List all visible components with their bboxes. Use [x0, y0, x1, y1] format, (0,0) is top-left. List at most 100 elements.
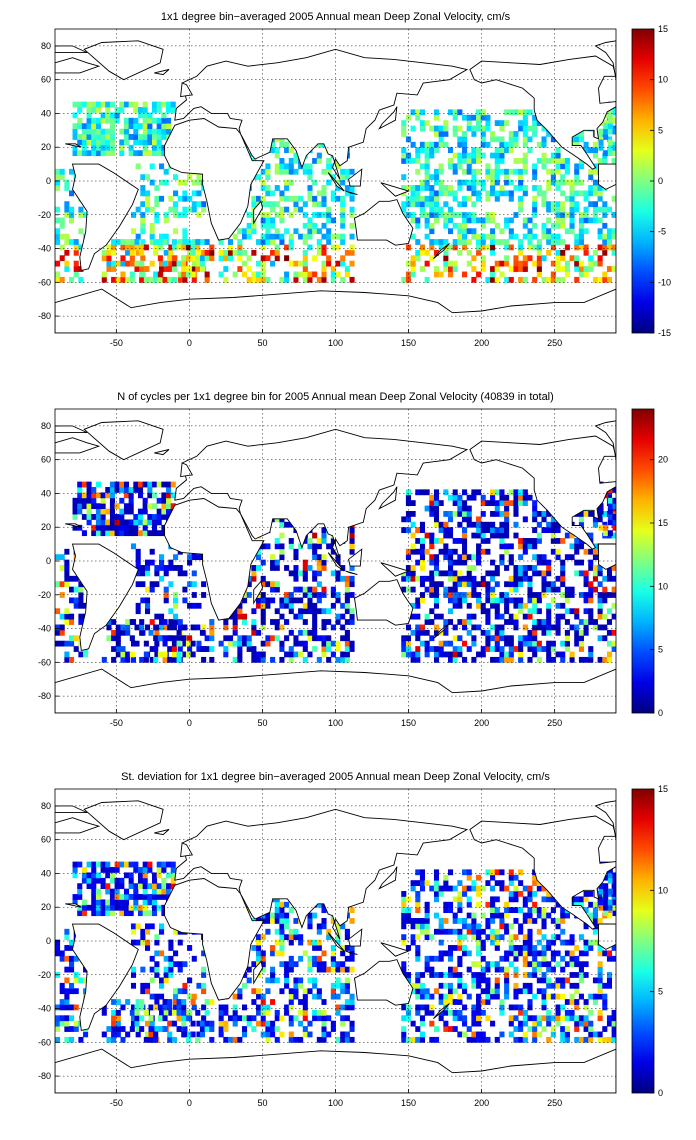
data-bin [508, 233, 514, 240]
data-bin [284, 521, 290, 528]
data-bin [270, 217, 276, 224]
data-bin [504, 511, 510, 517]
data-bin [480, 629, 486, 636]
data-bin [532, 597, 538, 604]
data-bin [569, 217, 575, 224]
data-bin [429, 885, 435, 892]
data-bin [471, 125, 477, 132]
data-bin [312, 212, 318, 218]
data-bin [106, 260, 112, 267]
data-bin [611, 244, 616, 251]
data-bin [536, 928, 542, 935]
data-bin [159, 928, 165, 935]
data-bin [340, 575, 346, 582]
data-bin [64, 239, 70, 245]
data-bin [415, 255, 421, 262]
data-bin [588, 1026, 594, 1032]
data-bin [270, 1026, 276, 1032]
data-bin [316, 554, 322, 561]
data-bin [592, 548, 598, 555]
data-bin [321, 961, 327, 968]
data-bin [161, 492, 167, 499]
data-bin [476, 147, 482, 154]
data-bin [196, 1031, 202, 1038]
data-bin [494, 656, 500, 663]
data-bin [156, 514, 162, 520]
data-bin [471, 885, 477, 892]
data-bin [508, 195, 514, 202]
data-bin [69, 982, 75, 989]
data-bin [161, 503, 167, 510]
data-bin [321, 1031, 327, 1038]
data-bin [176, 244, 182, 251]
data-bin [176, 651, 182, 658]
data-bin [81, 530, 87, 537]
data-bin [321, 619, 327, 625]
data-bin [550, 1026, 556, 1032]
data-bin [293, 651, 299, 658]
data-bin [312, 939, 318, 946]
data-bin [330, 190, 336, 197]
data-bin [415, 945, 421, 951]
data-bin [476, 581, 482, 588]
data-bin [123, 910, 130, 917]
data-bin [597, 918, 603, 924]
data-bin [69, 217, 75, 224]
data-bin [312, 195, 318, 202]
data-bin [270, 1031, 276, 1038]
data-bin [536, 255, 542, 262]
data-bin [480, 125, 486, 132]
data-bin [471, 212, 477, 218]
data-bin [471, 228, 477, 235]
data-bin [69, 955, 75, 962]
data-bin [201, 249, 207, 256]
data-bin [480, 538, 486, 544]
data-bin [541, 1015, 547, 1022]
data-bin [152, 899, 158, 906]
data-bin [457, 179, 463, 186]
data-bin [256, 174, 262, 181]
data-bin [149, 163, 155, 170]
data-bin [401, 527, 407, 534]
data-bin [204, 271, 210, 278]
data-bin [140, 212, 146, 218]
data-bin [307, 923, 313, 930]
data-bin [433, 646, 440, 652]
data-bin [447, 559, 454, 566]
data-bin [344, 249, 350, 256]
data-bin [513, 646, 519, 652]
data-bin [405, 1004, 411, 1011]
data-bin [504, 190, 510, 197]
data-bin [560, 966, 566, 973]
data-bin [171, 266, 177, 272]
data-bin [513, 993, 519, 1000]
data-bin [429, 141, 435, 148]
data-bin [344, 190, 350, 197]
data-bin [279, 1031, 285, 1038]
data-bin [171, 624, 177, 631]
data-bin [532, 233, 538, 240]
data-bin [91, 101, 97, 108]
data-bin [550, 174, 556, 181]
data-bin [410, 158, 416, 164]
data-bin [349, 565, 355, 571]
data-bin [293, 276, 299, 283]
data-bin [518, 266, 524, 272]
data-bin [130, 982, 137, 989]
data-bin [81, 128, 87, 135]
data-bin [260, 271, 266, 278]
data-bin [546, 586, 552, 593]
data-bin [527, 613, 533, 620]
data-bin [476, 516, 482, 523]
data-bin [564, 608, 570, 615]
data-bin [302, 1015, 308, 1022]
data-bin [59, 244, 65, 251]
data-bin [471, 266, 477, 272]
data-bin [125, 629, 131, 636]
data-bin [471, 554, 477, 561]
data-bin [191, 581, 197, 588]
x-tick-label: 150 [401, 718, 416, 728]
data-bin [555, 619, 561, 625]
data-bin [429, 174, 435, 181]
data-bin [462, 516, 468, 523]
